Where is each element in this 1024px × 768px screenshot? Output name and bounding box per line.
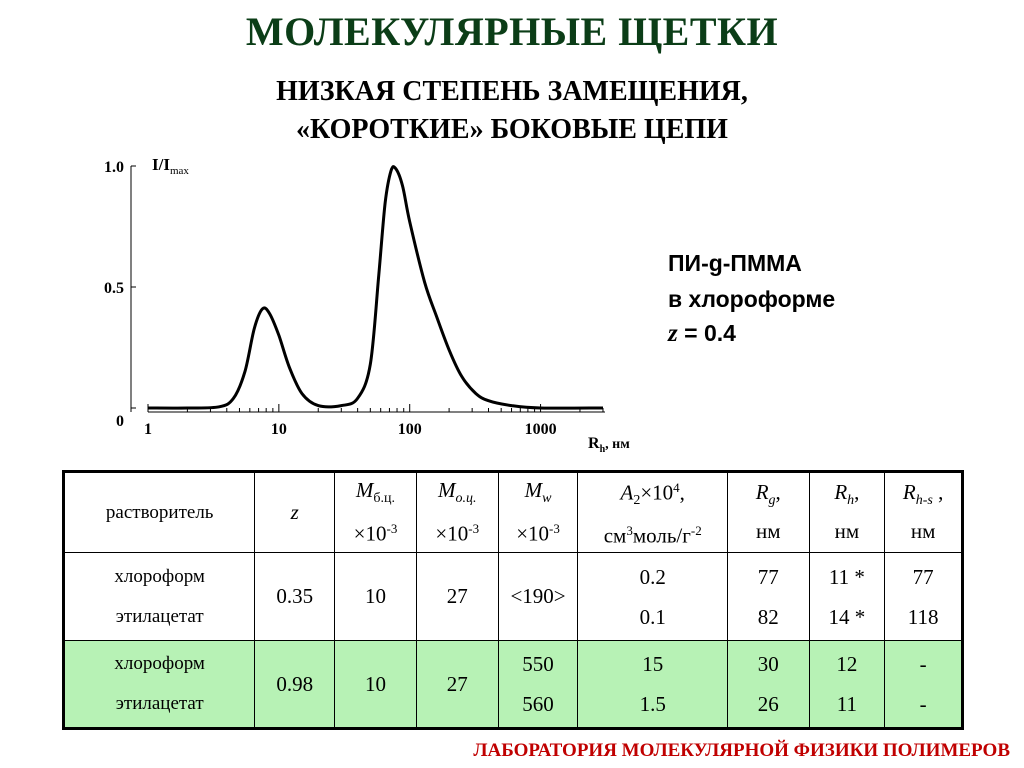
- cell-z: 0.98: [254, 640, 336, 730]
- header-moc: Mо.ц. ×10-3: [415, 470, 499, 554]
- page-title: МОЛЕКУЛЯРНЫЕ ЩЕТКИ: [245, 9, 779, 54]
- y-axis-label-main: I/I: [152, 155, 170, 174]
- cell-rg: 77 82: [726, 552, 810, 642]
- header-mbc: Mб.ц. ×10-3: [334, 470, 417, 554]
- subtitle-line-1: НИЗКАЯ СТЕПЕНЬ ЗАМЕЩЕНИЯ,: [276, 76, 748, 107]
- header-rh: Rh, нм: [808, 470, 886, 554]
- cell-moc: 27: [415, 552, 499, 642]
- x-axis-label-main: R: [588, 435, 600, 452]
- size-distribution-chart: 0 0.5 1.0 1 10 100 1000 I/Imax Rh, нм: [104, 155, 630, 455]
- x-tick-label: 1000: [525, 421, 557, 438]
- table-row: хлороформ этилацетат 0.98 10 27 550 560 15…: [62, 640, 963, 730]
- cell-a2: 15 1.5: [577, 640, 728, 730]
- cell-mw: 550 560: [497, 640, 579, 730]
- z-variable: z: [668, 320, 678, 347]
- y-tick-label: 0: [116, 413, 124, 430]
- x-axis-label-sub: h: [600, 444, 606, 455]
- header-z: z: [254, 470, 336, 554]
- lab-footer: ЛАБОРАТОРИЯ МОЛЕКУЛЯРНОЙ ФИЗИКИ ПОЛИМЕРО…: [473, 740, 1010, 761]
- x-tick-label: 100: [398, 421, 422, 438]
- y-tick-label: 0.5: [104, 280, 124, 297]
- header-rg: Rg, нм: [726, 470, 810, 554]
- header-mw: Mw ×10-3: [497, 470, 579, 554]
- table-header-row: растворитель z Mб.ц. ×10-3 Mо.ц. ×10-3 M…: [62, 470, 963, 554]
- header-rhs: Rh-s , нм: [884, 470, 963, 554]
- y-axis-label: I/Imax: [152, 155, 189, 177]
- header-solvent: растворитель: [62, 470, 256, 554]
- y-tick-label: 1.0: [104, 159, 124, 176]
- cell-solvent: хлороформ этилацетат: [62, 552, 256, 642]
- cell-z: 0.35: [254, 552, 336, 642]
- chart-ticks: 0 0.5 1.0 1 10 100 1000: [104, 159, 604, 438]
- sample-name: ПИ-g-ПММА: [668, 250, 802, 276]
- x-axis-label-unit: , нм: [605, 437, 630, 452]
- cell-rh: 11 * 14 *: [808, 552, 886, 642]
- y-axis-label-sub: max: [170, 165, 189, 177]
- subtitle-line-2: «КОРОТКИЕ» БОКОВЫЕ ЦЕПИ: [296, 114, 728, 145]
- cell-rhs: 77 118: [884, 552, 963, 642]
- table-row: хлороформ этилацетат 0.35 10 27 <190> 0.2…: [62, 552, 963, 642]
- distribution-curve: [147, 165, 604, 410]
- chart-axes: [130, 166, 605, 413]
- cell-mbc: 10: [334, 640, 417, 730]
- cell-solvent: хлороформ этилацетат: [62, 640, 256, 730]
- properties-table: растворитель z Mб.ц. ×10-3 Mо.ц. ×10-3 M…: [62, 470, 964, 731]
- cell-rg: 30 26: [726, 640, 810, 730]
- cell-rhs: --: [884, 640, 963, 730]
- cell-a2: 0.2 0.1: [577, 552, 728, 642]
- x-axis-label: Rh, нм: [588, 435, 630, 455]
- header-a2: A2×104, см3моль/г-2: [577, 470, 728, 554]
- sample-solvent: в хлороформе: [668, 286, 836, 312]
- cell-moc: 27: [415, 640, 499, 730]
- cell-rh: 12 11: [808, 640, 886, 730]
- x-tick-label: 10: [271, 421, 287, 438]
- cell-mbc: 10: [334, 552, 417, 642]
- z-value: = 0.4: [677, 320, 736, 346]
- sample-z: z = 0.4: [668, 320, 736, 348]
- x-tick-label: 1: [144, 421, 152, 438]
- cell-mw: <190>: [497, 552, 579, 642]
